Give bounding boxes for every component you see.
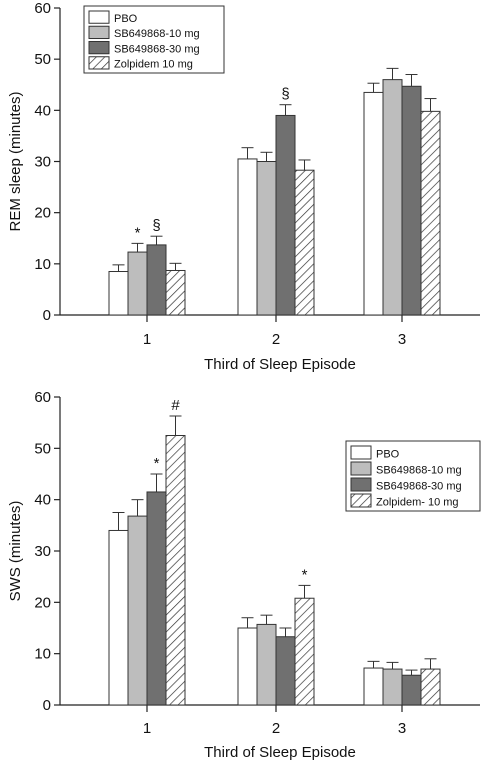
bar [127,251,148,316]
y-axis-label: SWS (minutes) [7,501,24,602]
bar [275,114,296,316]
bar [146,244,167,316]
rem-sleep-chart: 0 10 20 30 40 50 60 1 2 3 Third of Sleep Episode RE… [7,0,480,373]
y-tick-label: 40 [34,102,51,119]
legend-swatch [350,461,372,476]
x-tick-label: 2 [272,331,280,348]
significance-marker: # [171,397,180,414]
bar [420,668,441,706]
significance-marker: * [135,224,141,241]
legend-label: Zolpidem 10 mg [114,59,193,71]
legend-label: SB649868-30 mg [114,43,200,55]
legend-swatch [88,25,110,39]
bar [382,79,403,316]
significance-marker: * [302,566,308,583]
legend-label: Zolpidem- 10 mg [376,497,459,509]
legend-swatch [350,477,372,492]
y-axis-label: REM sleep (minutes) [7,91,24,231]
y-tick-label: 10 [34,256,51,273]
legend-swatch [88,41,110,55]
x-tick-label: 1 [143,331,151,348]
legend-label: PBO [376,449,400,461]
bar [146,491,167,706]
y-tick-label: 0 [43,697,51,714]
legend: PBO SB649868-10 mg SB649868-30 mg Zolpidem-… [345,440,481,512]
legend-label: PBO [114,13,138,25]
x-tick-label: 3 [398,720,406,737]
sws-chart: 0 10 20 30 40 50 60 1 2 3 Third of Sleep Episode SW… [7,389,481,761]
bar [165,435,186,706]
legend-swatch [350,493,372,508]
legend-label: SB649868-10 mg [376,465,462,477]
y-tick-label: 50 [34,440,51,457]
legend-swatch [88,10,110,24]
bar [401,674,422,706]
bar [127,515,148,706]
bar [256,161,277,316]
bar [237,158,258,316]
bar [108,271,129,316]
significance-marker: § [281,86,289,103]
y-tick-label: 20 [34,594,51,611]
legend: PBO SB649868-10 mg SB649868-30 mg Zolpidem … [83,5,225,74]
legend-label: SB649868-10 mg [114,28,200,40]
x-tick-label: 2 [272,720,280,737]
y-tick-label: 20 [34,205,51,222]
significance-marker: * [154,455,160,472]
y-tick-label: 30 [34,543,51,560]
bar [165,269,186,316]
bar [237,627,258,706]
legend-label: SB649868-30 mg [376,481,462,493]
bar [382,668,403,706]
legend-swatch [88,56,110,70]
x-axis-label: Third of Sleep Episode [204,744,356,761]
y-tick-label: 10 [34,646,51,663]
y-tick-label: 60 [34,389,51,406]
bar [363,667,384,706]
significance-marker: § [152,217,160,234]
bar [108,529,129,706]
x-tick-label: 3 [398,331,406,348]
y-tick-label: 30 [34,154,51,171]
bar [401,85,422,316]
y-tick-label: 0 [43,307,51,324]
bar [294,169,315,316]
bar [256,623,277,706]
y-tick-label: 50 [34,51,51,68]
bar [420,110,441,316]
bar [294,597,315,706]
bar [275,636,296,706]
y-tick-label: 40 [34,492,51,509]
legend-swatch [350,445,372,460]
bar [363,91,384,316]
x-tick-label: 1 [143,720,151,737]
x-axis-label: Third of Sleep Episode [204,356,356,373]
y-tick-label: 60 [34,0,51,17]
